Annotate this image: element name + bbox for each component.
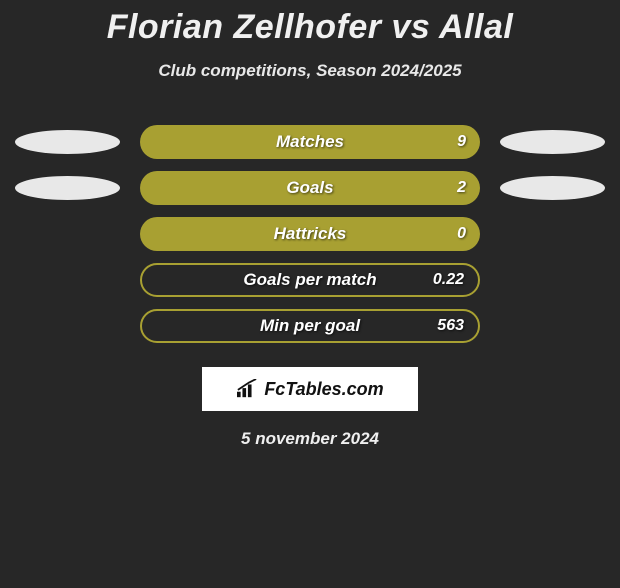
stat-value: 563 xyxy=(437,317,464,335)
brand-box: FcTables.com xyxy=(202,367,418,411)
stat-value: 9 xyxy=(457,133,466,151)
stat-label: Matches xyxy=(276,132,344,152)
player-token-left xyxy=(15,130,120,154)
stat-row: Goals 2 xyxy=(0,165,620,211)
chart-icon xyxy=(236,379,258,399)
stat-value: 0 xyxy=(457,225,466,243)
stat-bar: Goals 2 xyxy=(140,171,480,205)
brand-text: FcTables.com xyxy=(264,379,383,400)
player-token-right xyxy=(500,130,605,154)
stat-label: Min per goal xyxy=(260,316,360,336)
footer-date: 5 november 2024 xyxy=(0,429,620,449)
stat-label: Hattricks xyxy=(274,224,347,244)
player-token-right xyxy=(500,176,605,200)
stat-label: Goals xyxy=(286,178,333,198)
stat-row: Min per goal 563 xyxy=(0,303,620,349)
stat-value: 0.22 xyxy=(433,271,464,289)
stat-bar: Hattricks 0 xyxy=(140,217,480,251)
stat-rows: Matches 9 Goals 2 Hattricks 0 Goals per … xyxy=(0,119,620,349)
season-subtitle: Club competitions, Season 2024/2025 xyxy=(0,61,620,81)
stat-label: Goals per match xyxy=(243,270,376,290)
stat-bar: Min per goal 563 xyxy=(140,309,480,343)
stat-row: Goals per match 0.22 xyxy=(0,257,620,303)
stat-bar: Matches 9 xyxy=(140,125,480,159)
stat-row: Matches 9 xyxy=(0,119,620,165)
player-token-left xyxy=(15,176,120,200)
stat-row: Hattricks 0 xyxy=(0,211,620,257)
stat-bar: Goals per match 0.22 xyxy=(140,263,480,297)
stat-value: 2 xyxy=(457,179,466,197)
page-title: Florian Zellhofer vs Allal xyxy=(0,8,620,47)
